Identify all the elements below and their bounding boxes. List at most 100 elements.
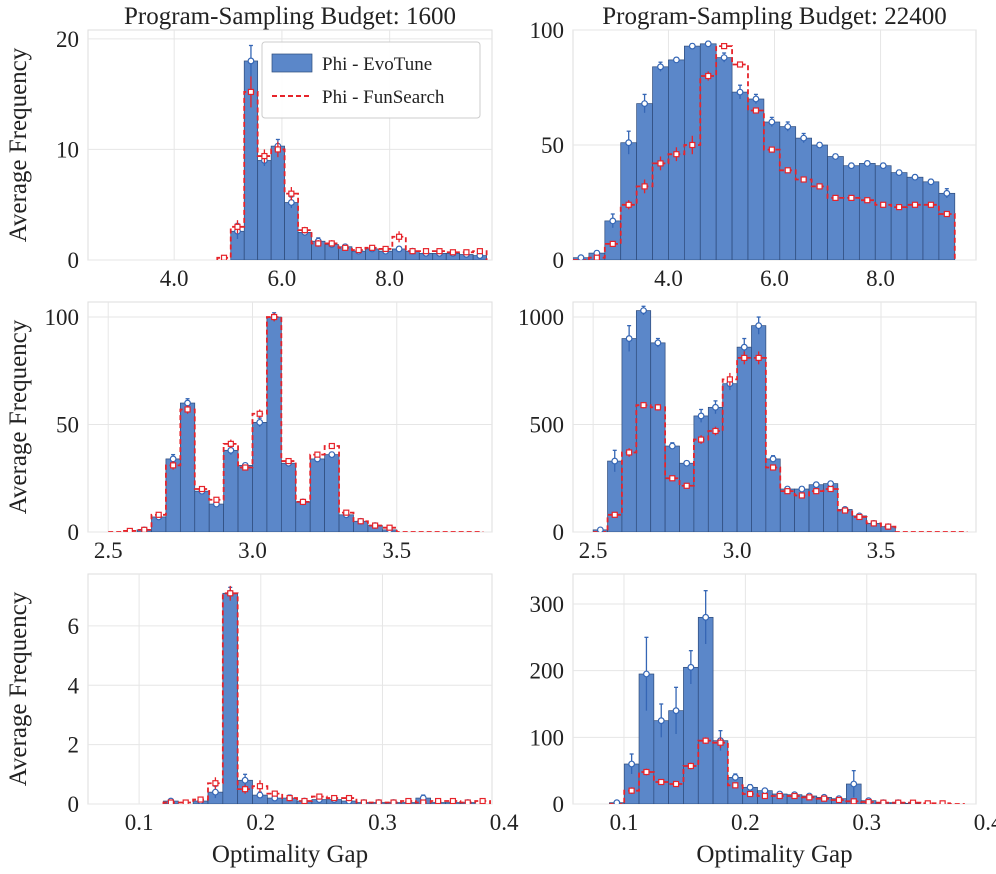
funsearch-point	[865, 798, 872, 804]
funsearch-point	[170, 462, 177, 469]
funsearch-point	[479, 797, 486, 804]
evotune-point	[673, 56, 680, 64]
funsearch-point	[315, 240, 322, 247]
evotune-bar	[165, 458, 181, 532]
x-tick-label: 0.3	[368, 810, 397, 835]
y-tick-label: 100	[530, 18, 565, 43]
funsearch-point	[242, 464, 249, 471]
evotune-bar	[858, 163, 876, 260]
funsearch-point	[641, 183, 648, 190]
funsearch-point	[197, 796, 204, 803]
y-tick-label: 50	[56, 413, 79, 438]
evotune-bar	[280, 462, 297, 532]
funsearch-point	[924, 800, 931, 804]
funsearch-point	[328, 240, 335, 247]
evotune-point	[641, 100, 648, 107]
x-tick-label: 0.2	[246, 810, 275, 835]
funsearch-point	[182, 799, 189, 804]
evotune-bar	[650, 342, 666, 532]
evotune-point	[761, 787, 769, 795]
evotune-point	[832, 153, 839, 160]
evotune-point	[847, 162, 855, 170]
funsearch-point	[761, 792, 769, 800]
funsearch-point	[813, 488, 820, 495]
evotune-point	[769, 455, 777, 463]
funsearch-point	[184, 406, 191, 413]
funsearch-point	[626, 449, 633, 456]
funsearch-point	[126, 527, 133, 532]
funsearch-point	[386, 524, 393, 531]
funsearch-point	[848, 194, 855, 201]
y-tick-label: 6	[68, 614, 80, 639]
funsearch-point	[791, 792, 798, 800]
evotune-bar	[707, 406, 724, 532]
funsearch-point	[422, 248, 430, 255]
x-tick-label: 2.5	[579, 538, 608, 563]
evotune-bar	[270, 145, 285, 260]
evotune-point	[611, 457, 619, 465]
x-tick-label: 8.0	[866, 266, 895, 291]
funsearch-point	[683, 482, 690, 489]
evotune-bar	[890, 172, 908, 260]
funsearch-point	[880, 201, 887, 208]
evotune-bar	[736, 346, 752, 532]
evotune-bar	[938, 192, 956, 260]
panel-p10: 0 50 100 2.5 3.0 3.5 Average Frequency	[5, 301, 493, 563]
funsearch-point	[880, 799, 887, 804]
x-tick-label: 0.2	[731, 810, 760, 835]
evotune-bar	[257, 160, 272, 260]
evotune-bar	[722, 383, 738, 532]
plot-data	[108, 312, 484, 532]
evotune-point	[169, 455, 177, 463]
funsearch-point	[355, 246, 362, 254]
funsearch-point	[241, 786, 249, 793]
funsearch-point	[286, 794, 293, 802]
y-tick-label: 300	[530, 592, 565, 617]
x-tick-label: 0.3	[852, 810, 881, 835]
evotune-point	[657, 717, 665, 725]
evotune-point	[704, 40, 712, 48]
funsearch-point	[227, 590, 234, 597]
evotune-point	[702, 613, 710, 621]
evotune-point	[688, 42, 696, 50]
funsearch-point	[261, 152, 268, 160]
evotune-point	[247, 57, 255, 65]
funsearch-point	[850, 798, 857, 804]
funsearch-point	[212, 780, 219, 787]
funsearch-point	[732, 782, 739, 789]
funsearch-point	[821, 795, 828, 802]
evotune-point	[746, 783, 754, 791]
evotune-point	[328, 451, 336, 459]
funsearch-point	[841, 507, 849, 514]
funsearch-point	[476, 248, 483, 255]
funsearch-point	[155, 511, 162, 518]
funsearch-point	[247, 88, 255, 96]
evotune-bar	[779, 126, 797, 260]
funsearch-point	[593, 254, 600, 260]
plot-data	[592, 305, 968, 532]
y-tick-label: 0	[68, 248, 80, 273]
y-tick-label: 0	[553, 520, 565, 545]
legend-evotune-swatch	[271, 53, 313, 73]
funsearch-point	[357, 518, 364, 525]
panel-p00: 0 10 20 4.0 6.0 8.0 Program-Sampling Budget: 1…	[5, 3, 493, 291]
evotune-point	[755, 322, 763, 330]
evotune-point	[816, 141, 823, 149]
evotune-point	[577, 254, 585, 260]
evotune-point	[812, 481, 820, 489]
evotune-bar	[843, 165, 860, 260]
evotune-bar	[266, 316, 282, 532]
funsearch-point	[712, 427, 719, 435]
funsearch-point	[643, 768, 650, 776]
x-tick-label: 0.1	[125, 810, 154, 835]
funsearch-point	[747, 790, 754, 798]
funsearch-point	[234, 223, 241, 230]
evotune-bar	[223, 449, 239, 532]
evotune-bar	[194, 490, 210, 532]
funsearch-point	[436, 248, 443, 255]
x-axis-label: Optimality Gap	[696, 841, 852, 868]
evotune-point	[879, 162, 887, 170]
funsearch-point	[331, 794, 338, 802]
panel-title: Program-Sampling Budget: 22400	[602, 3, 946, 30]
